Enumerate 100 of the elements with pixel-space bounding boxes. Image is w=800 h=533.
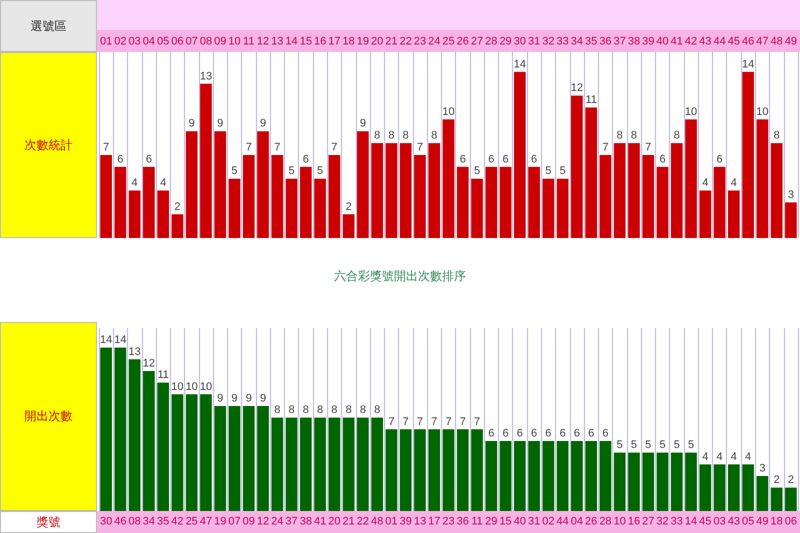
x-tick-label: 10 bbox=[228, 36, 241, 48]
x-tick-label: 33 bbox=[670, 516, 683, 528]
data-label: 8 bbox=[288, 404, 295, 416]
data-label: 6 bbox=[716, 153, 723, 166]
bar bbox=[442, 429, 454, 511]
data-label: 10 bbox=[200, 380, 212, 393]
x-tick-label: 07 bbox=[228, 516, 241, 528]
bar bbox=[414, 429, 426, 511]
data-label: 14 bbox=[100, 334, 112, 346]
bar bbox=[699, 190, 712, 238]
data-label: 7 bbox=[460, 416, 466, 428]
bar bbox=[714, 166, 726, 238]
x-tick-label: 02 bbox=[542, 516, 554, 528]
bar bbox=[314, 418, 326, 511]
bar bbox=[456, 166, 469, 238]
x-tick-label: 43 bbox=[699, 36, 712, 48]
bar bbox=[157, 190, 170, 238]
data-label: 8 bbox=[431, 130, 438, 142]
bar bbox=[542, 178, 554, 238]
data-label: 11 bbox=[585, 94, 597, 106]
x-tick-label: 13 bbox=[414, 516, 426, 528]
bar bbox=[756, 119, 768, 238]
x-tick-label: 27 bbox=[642, 516, 654, 528]
bar bbox=[172, 394, 184, 511]
bar bbox=[770, 143, 782, 238]
x-tick-label: 46 bbox=[742, 36, 754, 48]
x-tick-label: 14 bbox=[285, 36, 298, 48]
x-tick-label: 25 bbox=[442, 36, 455, 48]
data-label: 3 bbox=[788, 188, 794, 201]
x-tick-label: 14 bbox=[684, 516, 698, 528]
bar bbox=[556, 178, 568, 238]
bar bbox=[214, 406, 226, 511]
data-label: 10 bbox=[756, 106, 769, 118]
data-label: 5 bbox=[630, 439, 638, 452]
data-label: 10 bbox=[684, 106, 698, 118]
data-label: 6 bbox=[488, 153, 494, 166]
data-label: 7 bbox=[645, 141, 652, 154]
x-tick-label: 22 bbox=[400, 36, 412, 48]
bar bbox=[670, 452, 683, 511]
x-tick-label: 28 bbox=[599, 516, 612, 528]
bar bbox=[528, 440, 540, 511]
data-label: 4 bbox=[132, 177, 138, 190]
bar bbox=[271, 418, 284, 511]
data-label: 10 bbox=[186, 380, 198, 393]
x-tick-label: 09 bbox=[242, 516, 255, 528]
bar bbox=[485, 166, 498, 238]
x-tick-label: 32 bbox=[656, 516, 669, 528]
x-tick-label: 31 bbox=[528, 516, 540, 528]
bar bbox=[128, 359, 140, 511]
x-tick-label: 01 bbox=[385, 516, 398, 528]
x-tick-label: 40 bbox=[656, 36, 669, 48]
data-label: 9 bbox=[217, 118, 224, 130]
data-label: 9 bbox=[231, 392, 238, 404]
x-tick-label: 12 bbox=[256, 516, 270, 528]
data-label: 5 bbox=[231, 165, 238, 178]
x-tick-label: 38 bbox=[628, 36, 640, 48]
bar bbox=[357, 418, 369, 511]
bar bbox=[785, 202, 797, 238]
bar bbox=[571, 440, 583, 511]
data-label: 14 bbox=[742, 58, 754, 70]
x-tick-label: 29 bbox=[499, 36, 512, 48]
bar bbox=[628, 143, 640, 238]
data-label: 6 bbox=[302, 153, 309, 166]
bar bbox=[242, 154, 255, 238]
bar bbox=[228, 178, 240, 238]
data-label: 8 bbox=[674, 130, 680, 142]
bar bbox=[742, 72, 754, 238]
data-label: 6 bbox=[602, 427, 608, 440]
x-tick-label: 49 bbox=[756, 516, 769, 528]
x-tick-label: 42 bbox=[684, 36, 698, 48]
x-tick-label: 46 bbox=[114, 516, 126, 528]
data-label: 6 bbox=[146, 153, 152, 166]
bar bbox=[442, 119, 454, 238]
bar bbox=[200, 394, 212, 511]
data-label: 4 bbox=[716, 450, 723, 463]
x-tick-label: 35 bbox=[585, 36, 598, 48]
bar bbox=[114, 348, 126, 511]
x-tick-label: 07 bbox=[186, 36, 198, 48]
bar bbox=[271, 154, 284, 238]
bar bbox=[186, 394, 198, 511]
x-tick-label: 18 bbox=[342, 36, 355, 48]
data-label: 6 bbox=[488, 427, 494, 440]
bar bbox=[500, 166, 512, 238]
bar bbox=[571, 96, 583, 238]
x-tick-label: 17 bbox=[428, 516, 440, 528]
data-label: 7 bbox=[246, 141, 252, 154]
data-label: 6 bbox=[460, 153, 466, 166]
data-label: 9 bbox=[246, 392, 252, 404]
bar bbox=[685, 119, 697, 238]
x-tick-label: 47 bbox=[756, 36, 769, 48]
x-tick-label: 18 bbox=[770, 516, 783, 528]
data-label: 10 bbox=[171, 380, 184, 393]
data-label: 2 bbox=[774, 474, 780, 486]
x-tick-label: 19 bbox=[356, 36, 370, 48]
data-label: 5 bbox=[674, 439, 680, 452]
data-label: 7 bbox=[474, 416, 480, 428]
data-label: 2 bbox=[346, 200, 352, 213]
x-tick-label: 45 bbox=[728, 36, 740, 48]
data-label: 4 bbox=[745, 450, 752, 463]
bar bbox=[642, 452, 654, 511]
